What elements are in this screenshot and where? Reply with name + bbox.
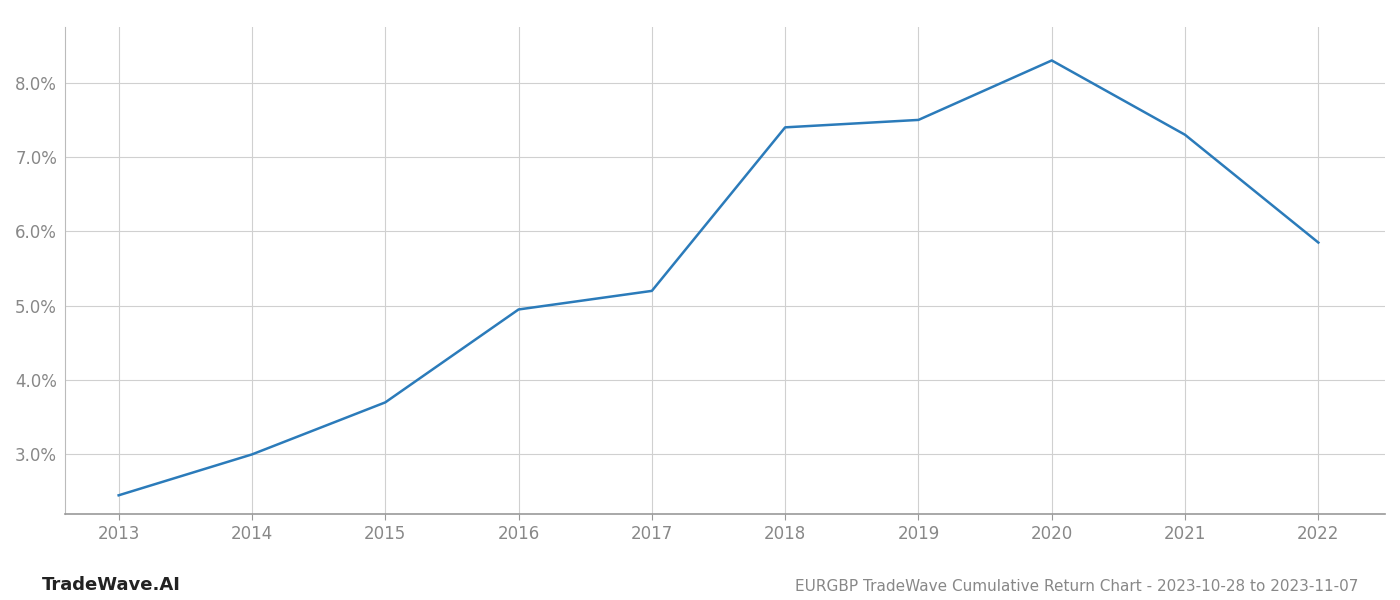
Text: TradeWave.AI: TradeWave.AI (42, 576, 181, 594)
Text: EURGBP TradeWave Cumulative Return Chart - 2023-10-28 to 2023-11-07: EURGBP TradeWave Cumulative Return Chart… (795, 579, 1358, 594)
